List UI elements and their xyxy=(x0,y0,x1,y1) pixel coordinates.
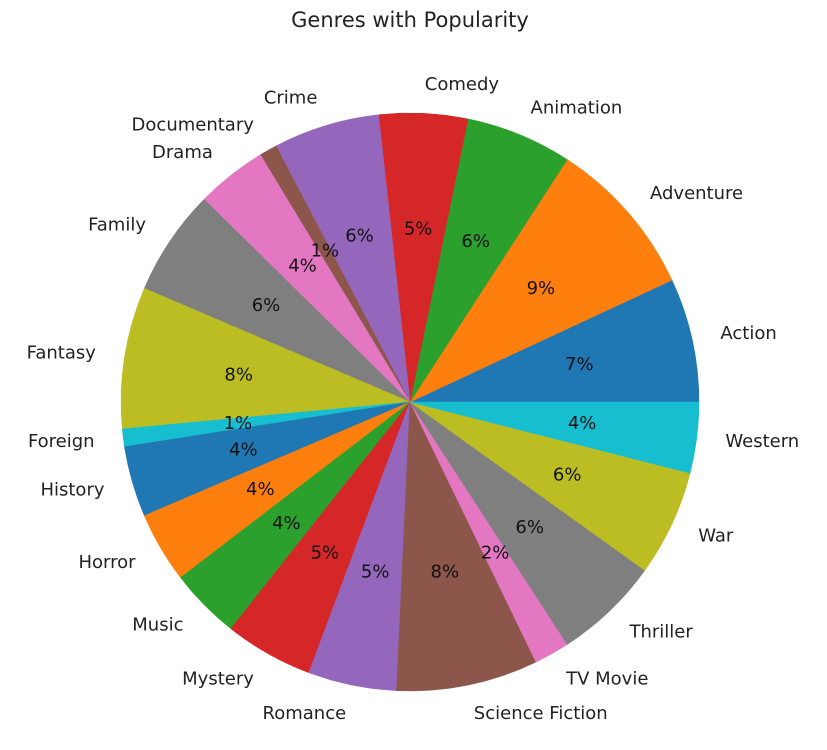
pie-category-label-family: Family xyxy=(88,214,146,235)
pie-percent-label-animation: 6% xyxy=(461,231,490,252)
pie-category-label-adventure: Adventure xyxy=(650,183,743,204)
pie-category-label-comedy: Comedy xyxy=(425,74,500,95)
pie-slice-science-fiction xyxy=(396,401,537,692)
pie-category-label-animation: Animation xyxy=(531,97,623,118)
pie-category-label-western: Western xyxy=(725,431,799,452)
pie-slice-action xyxy=(409,279,700,403)
pie-category-label-thriller: Thriller xyxy=(629,622,694,643)
pie-category-label-action: Action xyxy=(720,323,776,344)
pie-category-label-foreign: Foreign xyxy=(28,431,95,452)
pie-percent-label-mystery: 5% xyxy=(311,543,340,564)
pie-category-label-music: Music xyxy=(132,615,183,636)
pie-category-label-romance: Romance xyxy=(263,703,347,724)
pie-category-label-documentary: Documentary xyxy=(132,115,255,136)
pie-slices xyxy=(120,112,700,692)
pie-slice-western xyxy=(409,401,700,474)
pie-percent-label-family: 6% xyxy=(252,295,281,316)
pie-percent-label-horror: 4% xyxy=(246,479,275,500)
pie-category-label-crime: Crime xyxy=(264,87,318,108)
pie-percent-label-thriller: 6% xyxy=(515,517,544,538)
pie-category-label-fantasy: Fantasy xyxy=(27,342,97,363)
pie-percent-labels: 7%9%6%5%6%1%4%6%8%1%4%4%4%5%5% 8%2%6%6%4% xyxy=(224,218,597,582)
pie-percent-label-music: 4% xyxy=(272,513,301,534)
pie-percent-label-science-fiction: 8% xyxy=(431,561,460,582)
pie-percent-label-action: 7% xyxy=(565,354,594,375)
pie-percent-label-documentary: 1% xyxy=(311,240,340,261)
pie-percent-label-adventure: 9% xyxy=(527,278,556,299)
pie-percent-label-romance: 5% xyxy=(361,561,390,582)
pie-category-label-tv-movie: TV Movie xyxy=(565,668,648,689)
pie-percent-label-tv-movie: 2% xyxy=(481,543,510,564)
pie-percent-label-war: 6% xyxy=(553,465,582,486)
pie-percent-label-foreign: 1% xyxy=(224,413,253,434)
pie-slice-fantasy xyxy=(120,287,411,430)
pie-category-label-history: History xyxy=(40,479,104,500)
pie-category-label-war: War xyxy=(698,526,734,547)
pie-percent-label-history: 4% xyxy=(229,439,258,460)
pie-category-label-science-fiction: Science Fiction xyxy=(474,703,608,724)
pie-percent-label-western: 4% xyxy=(568,413,597,434)
pie-category-label-drama: Drama xyxy=(152,142,213,163)
pie-percent-label-crime: 6% xyxy=(345,226,374,247)
pie-category-labels: Action Adventure Animation Comedy Crime Docum… xyxy=(27,74,800,724)
pie-slice-adventure xyxy=(409,159,673,403)
pie-percent-label-comedy: 5% xyxy=(404,218,433,239)
pie-category-label-horror: Horror xyxy=(78,552,136,573)
pie-percent-label-fantasy: 8% xyxy=(224,365,253,386)
pie-category-label-mystery: Mystery xyxy=(182,668,254,689)
pie-percent-label-drama: 4% xyxy=(288,256,317,277)
chart-title: Genres with Popularity xyxy=(291,8,529,32)
